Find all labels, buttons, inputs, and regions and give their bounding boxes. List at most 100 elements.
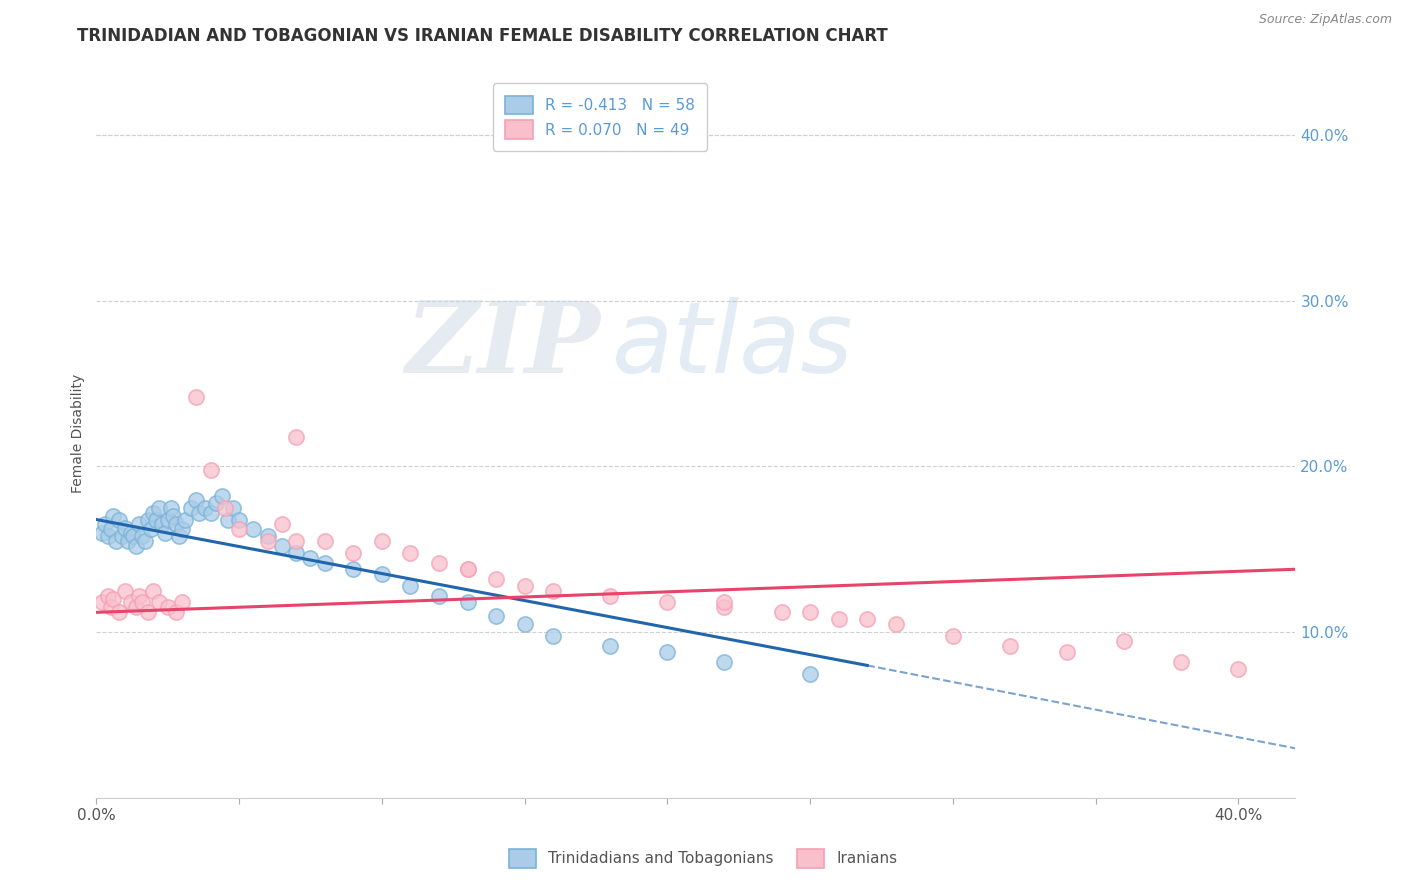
Point [103,592,125,607]
Point [599,589,621,603]
Point [371,534,394,549]
Point [111,529,134,543]
Point [457,562,479,576]
Point [285,534,308,549]
Point [142,506,165,520]
Point [162,509,184,524]
Point [342,546,364,560]
Point [105,534,128,549]
Point [713,595,735,609]
Point [114,521,136,535]
Point [108,512,131,526]
Point [103,509,125,524]
Y-axis label: Female Disability: Female Disability [72,374,86,493]
Point [128,517,150,532]
Point [134,534,156,549]
Point [657,595,679,609]
Point [713,600,735,615]
Point [136,606,159,620]
Point [222,500,245,515]
Point [856,612,879,626]
Point [186,390,208,404]
Point [1170,655,1192,669]
Point [120,595,142,609]
Point [228,523,250,537]
Point [314,534,336,549]
Point [167,529,190,543]
Point [120,525,142,540]
Text: Source: ZipAtlas.com: Source: ZipAtlas.com [1258,13,1392,27]
Legend: Trinidadians and Tobagonians, Iranians: Trinidadians and Tobagonians, Iranians [496,837,910,880]
Point [285,546,308,560]
Point [156,512,179,526]
Point [194,500,217,515]
Point [342,562,364,576]
Point [170,523,193,537]
Point [242,523,264,537]
Point [173,512,195,526]
Point [186,492,208,507]
Point [97,529,120,543]
Point [371,567,394,582]
Point [131,529,153,543]
Point [200,463,222,477]
Point [285,429,308,443]
Point [205,496,228,510]
Point [998,639,1021,653]
Point [136,512,159,526]
Point [827,612,849,626]
Point [142,583,165,598]
Point [159,500,181,515]
Point [128,589,150,603]
Point [165,517,187,532]
Point [139,523,162,537]
Point [942,629,965,643]
Point [256,534,278,549]
Text: TRINIDADIAN AND TOBAGONIAN VS IRANIAN FEMALE DISABILITY CORRELATION CHART: TRINIDADIAN AND TOBAGONIAN VS IRANIAN FE… [77,27,889,45]
Point [657,645,679,659]
Point [799,666,821,681]
Point [100,600,122,615]
Point [91,595,114,609]
Point [799,606,821,620]
Point [399,579,422,593]
Text: atlas: atlas [612,297,853,394]
Point [541,583,564,598]
Point [94,517,117,532]
Point [131,595,153,609]
Point [457,562,479,576]
Point [770,606,793,620]
Point [180,500,202,515]
Point [125,600,148,615]
Point [1227,662,1250,676]
Text: ZIP: ZIP [405,298,600,394]
Point [200,506,222,520]
Point [125,539,148,553]
Point [148,595,170,609]
Point [256,529,278,543]
Legend: R = -0.413   N = 58, R = 0.070   N = 49: R = -0.413 N = 58, R = 0.070 N = 49 [494,84,707,152]
Point [214,500,236,515]
Point [513,617,536,632]
Point [211,489,233,503]
Point [217,512,239,526]
Point [541,629,564,643]
Point [427,556,450,570]
Point [271,539,294,553]
Point [1114,633,1136,648]
Point [884,617,907,632]
Point [427,589,450,603]
Point [485,572,508,586]
Point [485,608,508,623]
Point [145,512,167,526]
Point [170,595,193,609]
Point [150,517,173,532]
Point [156,600,179,615]
Point [188,506,211,520]
Point [713,655,735,669]
Point [165,606,187,620]
Point [1056,645,1078,659]
Point [399,546,422,560]
Point [108,606,131,620]
Point [148,500,170,515]
